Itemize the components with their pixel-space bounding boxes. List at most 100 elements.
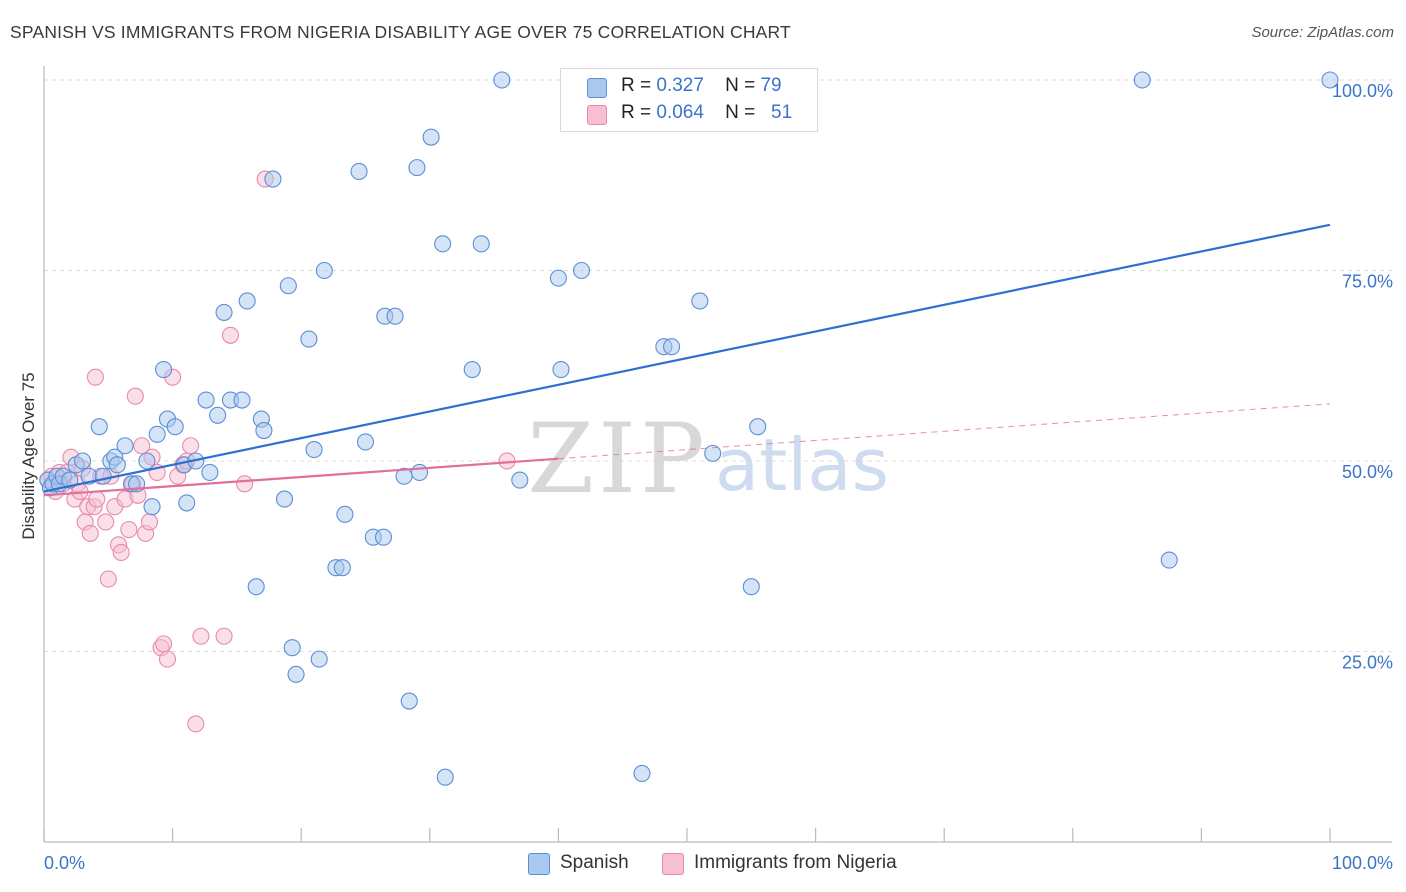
- legend-n-value: 51: [771, 102, 793, 123]
- spanish-point: [410, 463, 429, 481]
- nigeria-point: [120, 521, 138, 539]
- spanish-point: [116, 437, 134, 455]
- nigeria-point: [81, 524, 99, 542]
- spanish-point: [94, 467, 112, 485]
- spanish-point: [279, 277, 297, 295]
- legend-r-label: R =: [621, 102, 652, 123]
- nigeria-trend-line-solid: [43, 457, 559, 497]
- spanish-point: [386, 307, 404, 325]
- spanish-point: [1160, 551, 1178, 569]
- axes: [43, 66, 1392, 843]
- nigeria-point: [215, 627, 233, 645]
- spanish-point: [336, 505, 354, 523]
- legend-r-label: R =: [621, 75, 652, 96]
- spanish-point: [472, 235, 490, 253]
- spanish-point: [143, 498, 161, 516]
- spanish-point: [691, 292, 709, 310]
- tick-labels: 25.0% 50.0% 75.0% 100.0% 0.0% 100.0%: [44, 81, 1393, 873]
- spanish-point: [549, 269, 567, 287]
- nigeria-point: [99, 570, 117, 588]
- spanish-point: [61, 471, 79, 489]
- correlation-legend: R = 0.327 N = 79 R = 0.064 N = 51: [560, 68, 818, 132]
- spanish-point: [511, 471, 529, 489]
- bottom-legend-swatch-nigeria: [662, 853, 684, 875]
- spanish-point: [1321, 71, 1339, 89]
- spanish-point: [350, 162, 368, 180]
- legend-r-value: 0.064: [656, 102, 704, 123]
- spanish-point: [310, 650, 328, 668]
- nigeria-point: [187, 715, 205, 733]
- y-tick-label: 100.0%: [1332, 81, 1393, 101]
- nigeria-trend-line-dashed: [558, 403, 1331, 460]
- spanish-point: [233, 391, 251, 409]
- y-tick-label: 50.0%: [1342, 462, 1393, 482]
- spanish-point: [238, 292, 256, 310]
- spanish-point: [333, 559, 351, 577]
- grid-lines: [44, 79, 1392, 652]
- y-axis-label: Disability Age Over 75: [19, 372, 38, 539]
- spanish-point: [108, 456, 126, 474]
- bottom-legend-label-nigeria: Immigrants from Nigeria: [694, 852, 897, 873]
- spanish-point: [422, 128, 440, 146]
- spanish-point: [300, 330, 318, 348]
- nigeria-point: [192, 627, 210, 645]
- spanish-point: [255, 421, 273, 440]
- spanish-point: [283, 639, 301, 657]
- spanish-point: [197, 391, 215, 409]
- spanish-point: [201, 463, 219, 481]
- x-tick-label: 0.0%: [44, 853, 85, 873]
- legend-n-label: N =: [725, 102, 756, 123]
- chart-title: SPANISH VS IMMIGRANTS FROM NIGERIA DISAB…: [10, 22, 791, 42]
- spanish-point: [1133, 71, 1151, 89]
- spanish-point: [434, 235, 452, 253]
- spanish-point: [287, 665, 305, 683]
- nigeria-point: [86, 368, 104, 386]
- spanish-point: [633, 764, 651, 782]
- nigeria-point: [133, 437, 151, 455]
- spanish-point: [275, 490, 294, 508]
- nigeria-point: [140, 513, 159, 531]
- spanish-point: [552, 361, 570, 379]
- spanish-point: [305, 441, 323, 459]
- spanish-point: [400, 692, 418, 710]
- y-tick-label: 75.0%: [1342, 272, 1393, 292]
- bottom-legend-swatch-spanish: [528, 853, 550, 875]
- spanish-point: [356, 433, 375, 451]
- nigeria-point: [97, 513, 115, 531]
- y-tick-label: 25.0%: [1342, 653, 1393, 673]
- spanish-point: [436, 768, 454, 786]
- nigeria-point: [88, 490, 106, 508]
- nigeria-point: [236, 475, 254, 493]
- spanish-point: [166, 418, 184, 436]
- spanish-point: [408, 159, 426, 177]
- spanish-point: [138, 452, 156, 470]
- nigeria-point: [221, 326, 240, 344]
- nigeria-point: [155, 635, 173, 653]
- spanish-point: [74, 452, 92, 470]
- legend-n-label: N =: [725, 75, 756, 96]
- nigeria-point: [158, 650, 177, 668]
- spanish-point: [463, 361, 481, 379]
- trend-lines: [43, 223, 1331, 497]
- spanish-point: [315, 261, 333, 280]
- legend-n-value: 79: [760, 75, 782, 96]
- source-label: Source: ZipAtlas.com: [1251, 24, 1394, 41]
- spanish-point: [215, 303, 233, 321]
- nigeria-point: [126, 387, 144, 405]
- nigeria-point: [112, 543, 130, 561]
- spanish-point: [209, 406, 227, 424]
- spanish-point: [749, 418, 767, 436]
- legend-swatch-spanish: [587, 78, 607, 98]
- spanish-point: [148, 425, 166, 443]
- legend-swatch-nigeria: [587, 105, 607, 125]
- x-tick-label: 100.0%: [1332, 853, 1393, 873]
- watermark-atlas: atlas: [715, 423, 889, 507]
- legend-r-value: 0.327: [656, 75, 704, 96]
- spanish-trend-line-solid: [43, 223, 1331, 493]
- spanish-point: [742, 578, 760, 596]
- spanish-point: [155, 361, 173, 379]
- spanish-point: [493, 71, 511, 89]
- spanish-point: [663, 338, 681, 356]
- nigeria-point: [182, 437, 200, 455]
